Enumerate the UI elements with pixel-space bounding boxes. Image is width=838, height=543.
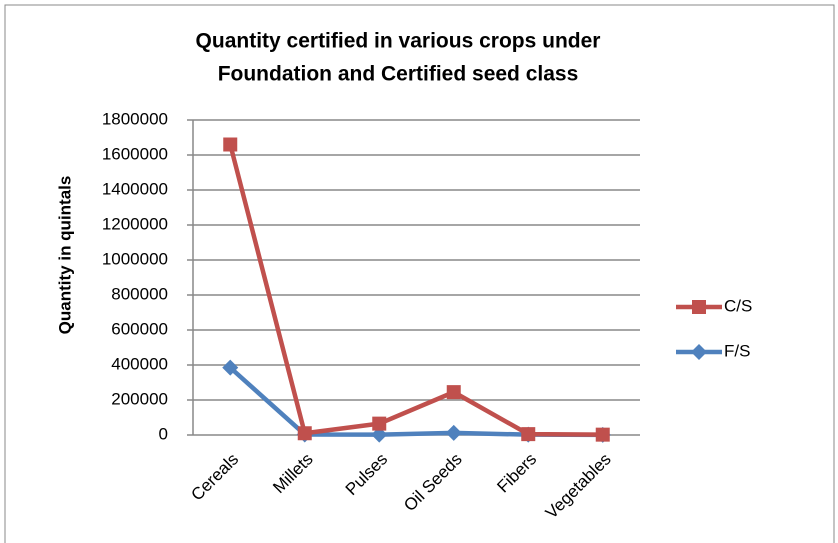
marker xyxy=(446,385,461,400)
marker xyxy=(223,137,238,152)
marker xyxy=(595,427,610,442)
y-tick-label: 1000000 xyxy=(102,249,168,268)
y-axis-label: Quantity in quintals xyxy=(55,176,74,335)
y-tick-label: 400000 xyxy=(111,354,168,373)
marker xyxy=(445,424,462,441)
marker xyxy=(372,416,387,431)
y-tick-label: 1800000 xyxy=(102,109,168,128)
y-tick-label: 1400000 xyxy=(102,179,168,198)
chart-title: Foundation and Certified seed class xyxy=(218,63,579,86)
marker xyxy=(692,300,706,314)
marker xyxy=(371,426,388,443)
chart-title: Quantity certified in various crops unde… xyxy=(196,30,601,53)
marker xyxy=(691,344,707,360)
legend-label: F/S xyxy=(724,341,750,360)
marker xyxy=(521,427,536,442)
marker xyxy=(297,426,312,441)
y-tick-label: 200000 xyxy=(111,389,168,408)
legend-label: C/S xyxy=(724,296,752,315)
y-tick-label: 0 xyxy=(159,424,168,443)
y-tick-label: 800000 xyxy=(111,284,168,303)
y-tick-label: 600000 xyxy=(111,319,168,338)
chart-border xyxy=(4,4,835,543)
y-tick-label: 1600000 xyxy=(102,144,168,163)
y-tick-label: 1200000 xyxy=(102,214,168,233)
marker xyxy=(222,359,239,376)
series-line xyxy=(228,143,603,437)
